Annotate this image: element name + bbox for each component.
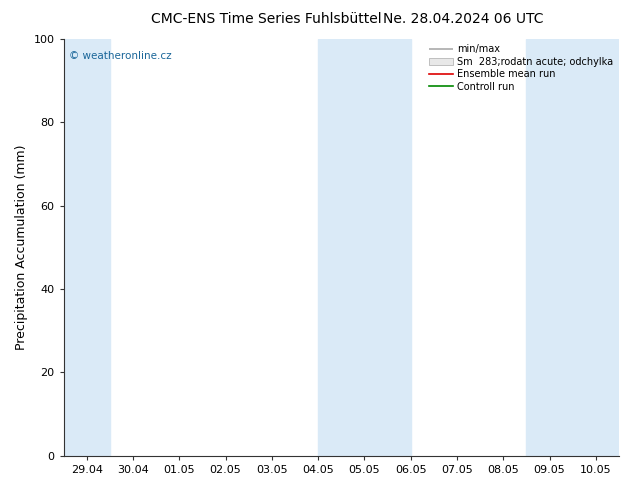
Bar [318, 39, 411, 456]
Y-axis label: Precipitation Accumulation (mm): Precipitation Accumulation (mm) [15, 145, 28, 350]
Text: Ne. 28.04.2024 06 UTC: Ne. 28.04.2024 06 UTC [382, 12, 543, 26]
Bar [63, 39, 110, 456]
Bar [526, 39, 619, 456]
Text: © weatheronline.cz: © weatheronline.cz [69, 51, 172, 61]
Legend: min/max, Sm  283;rodatn acute; odchylka, Ensemble mean run, Controll run: min/max, Sm 283;rodatn acute; odchylka, … [425, 41, 617, 96]
Text: CMC-ENS Time Series Fuhlsbüttel: CMC-ENS Time Series Fuhlsbüttel [151, 12, 382, 26]
